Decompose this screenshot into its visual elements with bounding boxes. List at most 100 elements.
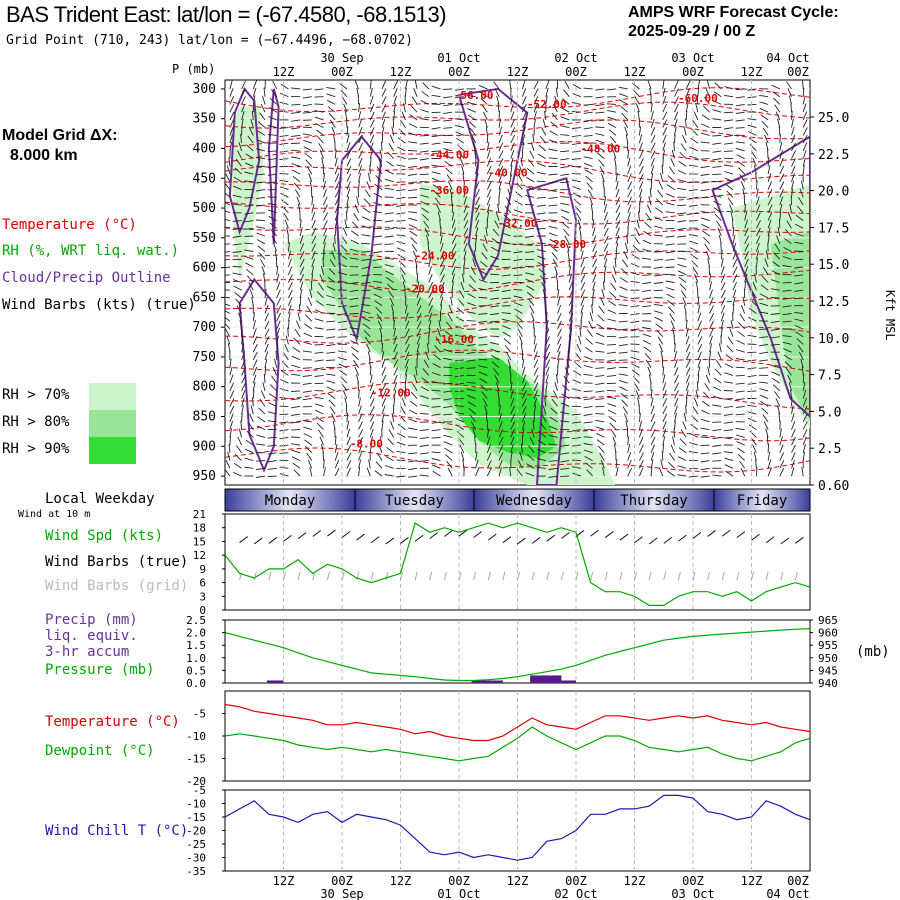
wind-barb [519, 335, 523, 345]
wind-barb [384, 235, 394, 238]
wind-barb [340, 244, 348, 252]
wind-barb [346, 188, 351, 198]
wind-barb [437, 211, 441, 221]
wind-barb [779, 428, 782, 438]
temperature-panel: -20-15-10-5 [186, 690, 811, 788]
wind-barb [685, 389, 689, 399]
wind-barb [232, 265, 242, 268]
wind-barb [372, 235, 383, 238]
wind-barb [427, 242, 430, 252]
wind-barb [246, 144, 254, 152]
wind-barb [735, 141, 745, 144]
wind-barb [738, 167, 746, 175]
wind-barb [460, 281, 465, 291]
wind-barb [568, 312, 574, 322]
wind-barb [397, 253, 406, 260]
wind-barb [713, 91, 722, 98]
wind-panel-tick-label: 9 [199, 563, 206, 576]
wind-barb [299, 266, 305, 275]
wind-barb [615, 204, 621, 214]
wind-barb [404, 320, 410, 330]
isotherm-label: -40.00 [488, 166, 528, 179]
wind-barb [555, 273, 558, 283]
wind-barb [482, 111, 488, 121]
wind-barb [529, 436, 535, 446]
wind-barb [645, 212, 652, 221]
time-axis: 12Z12Z00Z00Z12Z12Z00Z00Z12Z12Z00Z00Z12Z1… [273, 51, 810, 900]
wind-barb [491, 237, 500, 245]
wind-barb [674, 126, 677, 136]
wind-barb [425, 351, 430, 361]
wind-barb [755, 227, 761, 237]
wind-barb [388, 290, 395, 299]
wind-barb [779, 196, 784, 206]
wind-barb [327, 276, 336, 283]
wind-barb [726, 190, 734, 198]
wind-barb [469, 275, 476, 283]
wind-barb [791, 126, 795, 136]
wind-barb [364, 336, 371, 345]
sfc-wind-barb-true [356, 533, 365, 541]
wind-barb [548, 460, 558, 462]
wind-barb [432, 470, 441, 477]
wind-barb [717, 227, 722, 237]
wind-barb [533, 118, 536, 128]
wind-barb [770, 364, 780, 369]
wind-barb [349, 333, 359, 338]
wind-barb [431, 458, 441, 462]
wind-barb [634, 383, 640, 392]
wind-barb [226, 335, 231, 345]
wind-barb [226, 165, 231, 175]
wind-barb [771, 371, 780, 376]
wind-barb [391, 126, 395, 136]
height-tick-label: 5.0 [818, 405, 841, 420]
wind-barb [443, 88, 453, 90]
wind-barb [787, 88, 792, 97]
wind-barb [401, 397, 406, 407]
wind-barb [510, 134, 516, 144]
wind-barb [392, 312, 395, 322]
wind-barb [528, 298, 535, 306]
wind-barb [376, 166, 383, 175]
wind-barb [638, 203, 641, 213]
wind-barb [478, 288, 488, 291]
wind-barb [790, 389, 792, 399]
wind-barb [364, 189, 371, 198]
wind-barb [398, 423, 406, 430]
wind-barb [677, 257, 687, 260]
wind-barb [548, 157, 558, 160]
wind-barb [302, 103, 312, 107]
wind-barb [501, 318, 511, 322]
wind-barb [314, 382, 324, 385]
wind-barb [539, 275, 547, 283]
time-tick-bottom: 00Z [787, 874, 809, 888]
wind-barb [384, 220, 394, 223]
wind-barb [749, 430, 757, 438]
wind-barb [229, 96, 235, 105]
wind-barb [755, 220, 761, 229]
wind-barb [528, 445, 535, 454]
wind-barb [329, 259, 336, 268]
legend-precip: Precip (mm) [45, 612, 138, 628]
wind-barb [714, 82, 722, 90]
wind-barb [498, 452, 504, 461]
wind-barb [361, 225, 371, 229]
wind-barb [560, 116, 570, 121]
wind-barb [670, 320, 675, 330]
wind-barb [677, 474, 687, 477]
wind-barb [468, 284, 476, 291]
wind-barb [683, 304, 687, 314]
wind-barb [411, 96, 418, 105]
wind-barb [672, 327, 675, 337]
wind-barb [408, 123, 418, 129]
wind-barb [638, 211, 640, 221]
wind-barb [314, 374, 324, 377]
wind-barb [667, 175, 675, 183]
wind-barb [533, 390, 538, 399]
wind-barb [252, 374, 257, 384]
wind-barb [291, 398, 301, 401]
wind-barb [542, 405, 547, 415]
wind-barb [311, 258, 316, 268]
wind-barb [234, 167, 242, 175]
wind-barb [723, 398, 734, 400]
